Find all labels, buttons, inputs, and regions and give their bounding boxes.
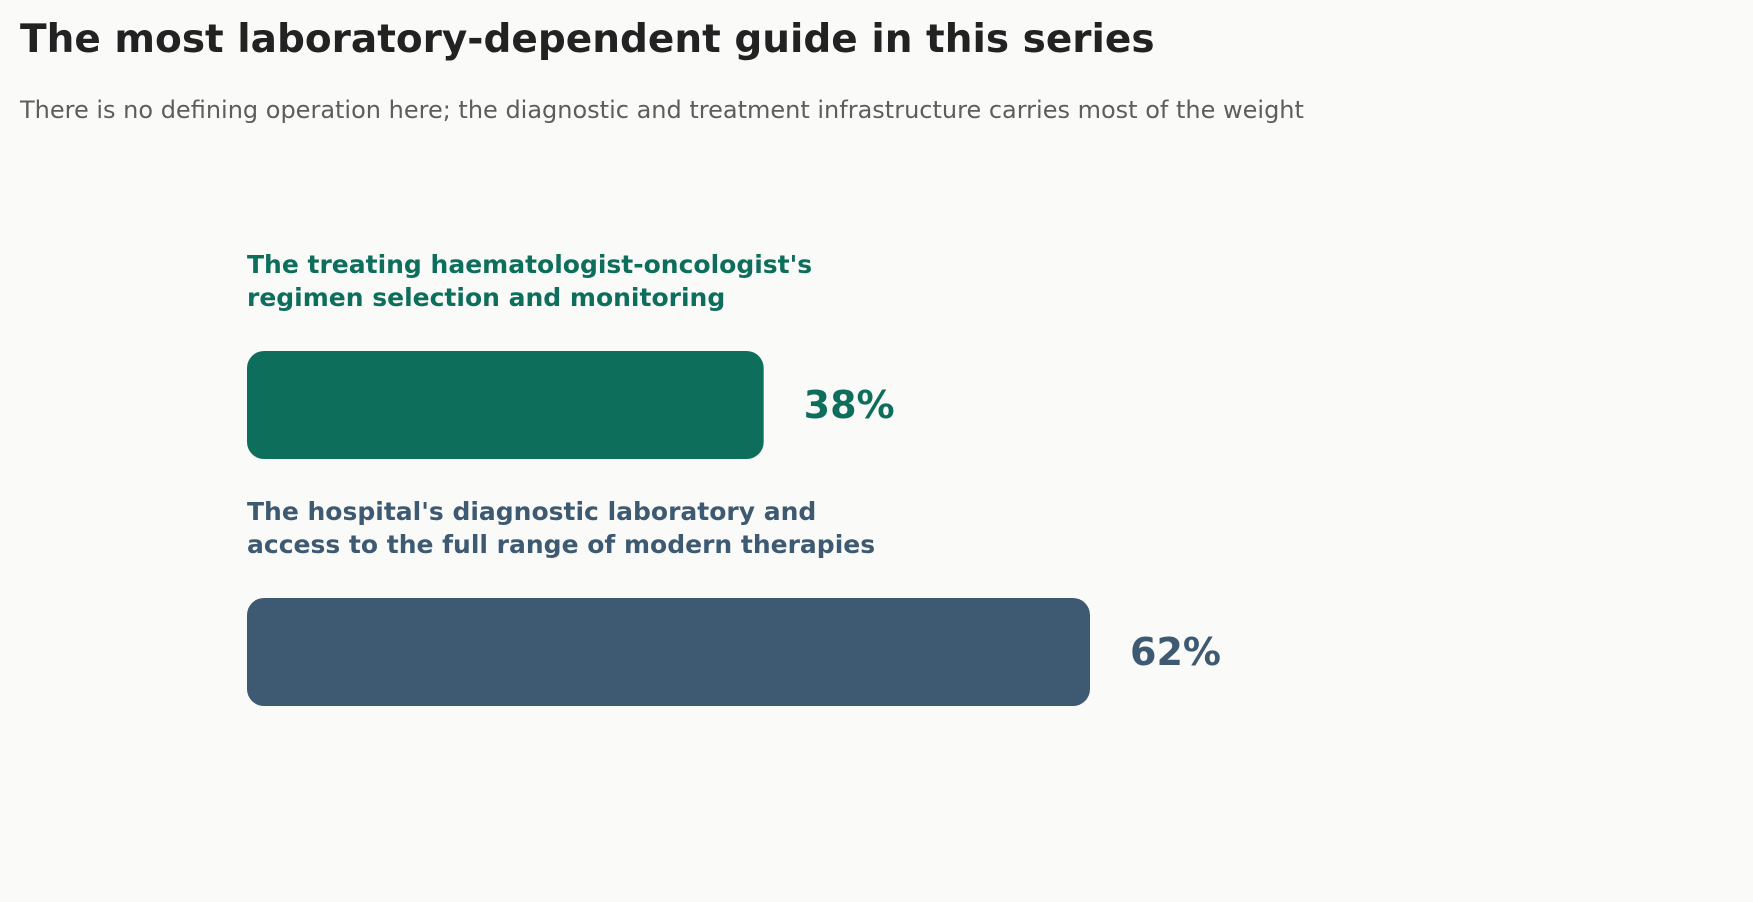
- bar: [247, 598, 1090, 706]
- category-label-line: regimen selection and monitoring: [247, 283, 725, 312]
- category-label: The treating haematologist-oncologist's r…: [247, 250, 812, 312]
- category-label-line: access to the full range of modern thera…: [247, 530, 875, 559]
- value-label: 62%: [1130, 630, 1221, 674]
- bars-layer: The treating haematologist-oncologist's r…: [247, 250, 1221, 706]
- category-label-line: The treating haematologist-oncologist's: [247, 250, 812, 279]
- category-label-line: The hospital's diagnostic laboratory and: [247, 497, 816, 526]
- chart-subtitle: There is no defining operation here; the…: [20, 96, 1304, 124]
- category-label: The hospital's diagnostic laboratory and…: [247, 497, 875, 559]
- value-label: 38%: [804, 383, 895, 427]
- bar-group: The hospital's diagnostic laboratory and…: [247, 497, 1221, 706]
- chart-title: The most laboratory-dependent guide in t…: [20, 17, 1155, 62]
- bar-group: The treating haematologist-oncologist's r…: [247, 250, 895, 459]
- bar: [247, 351, 764, 459]
